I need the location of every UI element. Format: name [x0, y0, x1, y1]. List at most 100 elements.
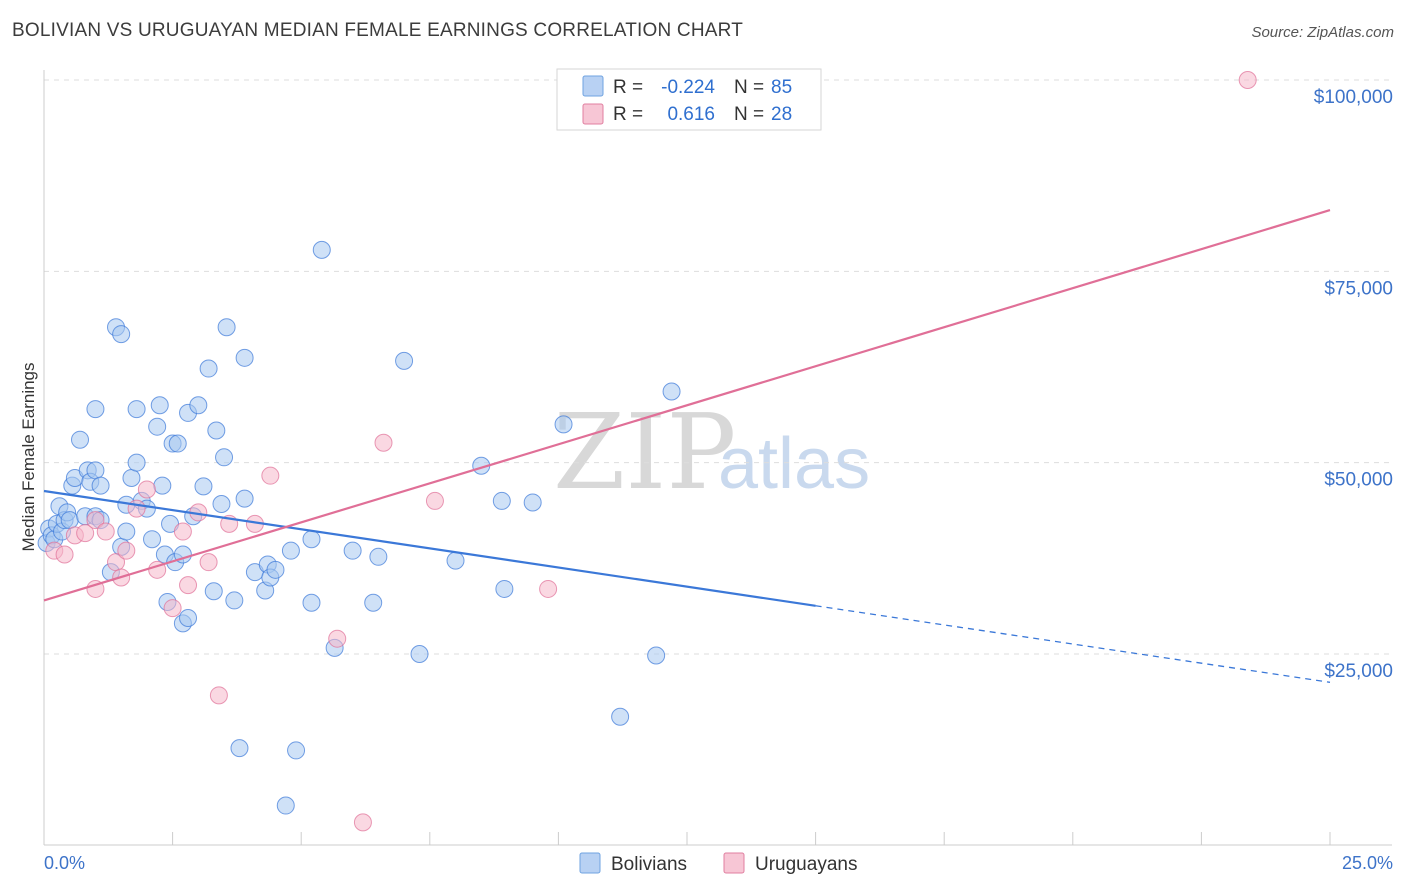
uruguayan-point	[55, 545, 74, 564]
series-legend-label-uruguayans: Uruguayans	[755, 854, 857, 875]
uruguayan-point	[76, 524, 95, 543]
bolivian-point	[266, 560, 285, 579]
bolivian-point	[60, 511, 79, 530]
series-legend-label-bolivians: Bolivians	[611, 854, 687, 875]
uruguayan-point	[86, 511, 105, 530]
legend-n-value-bolivians: 85	[771, 77, 792, 98]
watermark-atlas: atlas	[718, 424, 870, 504]
uruguayans-points	[45, 71, 1257, 832]
bolivian-point	[71, 430, 90, 449]
bolivian-point	[212, 494, 231, 513]
legend-swatch-bolivians	[582, 75, 604, 97]
uruguayan-point	[163, 599, 182, 618]
bolivian-point	[302, 593, 321, 612]
bolivian-point	[281, 541, 300, 560]
bolivian-point	[199, 359, 218, 378]
legend-r-label-bolivians: R =	[613, 77, 643, 98]
bolivian-point	[194, 477, 213, 496]
bolivian-point	[230, 739, 249, 758]
bolivian-point	[117, 522, 136, 541]
bolivian-point	[168, 434, 187, 453]
bolivian-point	[662, 382, 681, 401]
bolivian-point	[225, 591, 244, 610]
axes	[43, 70, 1392, 846]
bolivian-point	[492, 491, 511, 510]
bolivian-point	[364, 593, 383, 612]
bolivian-point	[204, 582, 223, 601]
bolivians-points	[37, 240, 681, 815]
bolivian-point	[86, 461, 105, 480]
bolivian-point	[189, 396, 208, 415]
bolivian-point	[611, 707, 630, 726]
x-ticks	[172, 832, 1331, 845]
legend-r-value-uruguayans: 0.616	[667, 104, 715, 125]
uruguayan-point	[425, 491, 444, 510]
uruguayan-point	[173, 522, 192, 541]
bolivian-point	[148, 417, 167, 436]
bolivian-point	[122, 468, 141, 487]
chart-title: BOLIVIAN VS URUGUAYAN MEDIAN FEMALE EARN…	[12, 20, 744, 41]
bolivian-point	[235, 489, 254, 508]
source-label: Source: ZipAtlas.com	[1251, 24, 1394, 41]
y-axis-title: Median Female Earnings	[19, 363, 38, 552]
bolivian-point	[179, 609, 198, 628]
y-tick-label: $50,000	[1324, 470, 1393, 491]
bolivian-point	[523, 493, 542, 512]
bolivian-point	[312, 240, 331, 259]
bolivian-point	[127, 453, 146, 472]
uruguayan-point	[86, 579, 105, 598]
bolivian-point	[554, 415, 573, 434]
series-legend-swatch-bolivians	[579, 852, 601, 874]
trend-lines	[43, 209, 1331, 683]
bolivian-point	[127, 400, 146, 419]
series-legend: Bolivians Uruguayans	[579, 852, 857, 875]
trend-line-uruguayans	[43, 209, 1331, 602]
uruguayan-point	[328, 629, 347, 648]
y-tick-labels: $25,000 $50,000 $75,000 $100,000	[1314, 87, 1393, 682]
bolivian-point	[369, 547, 388, 566]
grid	[44, 79, 1392, 655]
uruguayan-point	[179, 576, 198, 595]
trend-line-extension-bolivians	[815, 605, 1331, 683]
uruguayan-point	[1238, 71, 1257, 89]
bolivian-point	[287, 741, 306, 760]
bolivian-point	[276, 796, 295, 815]
bolivian-point	[235, 348, 254, 367]
bolivian-point	[91, 476, 110, 495]
uruguayan-point	[137, 480, 156, 499]
legend-r-label-uruguayans: R =	[613, 104, 643, 125]
uruguayan-point	[199, 553, 218, 572]
bolivian-point	[207, 421, 226, 440]
bolivian-point	[446, 551, 465, 570]
bolivian-point	[150, 396, 169, 415]
uruguayan-point	[353, 813, 372, 832]
bolivian-point	[343, 541, 362, 560]
correlation-legend: R = -0.224 N = 85 R = 0.616 N = 28	[556, 68, 822, 131]
bolivian-point	[86, 400, 105, 419]
bolivian-point	[143, 530, 162, 549]
legend-swatch-uruguayans	[582, 103, 604, 125]
uruguayan-point	[209, 686, 228, 705]
bolivian-point	[647, 646, 666, 665]
watermark-zip: ZIP	[553, 391, 736, 513]
bolivian-point	[217, 318, 236, 337]
uruguayan-point	[127, 499, 146, 518]
bolivian-point	[410, 645, 429, 663]
uruguayan-point	[539, 579, 558, 598]
legend-r-value-bolivians: -0.224	[661, 77, 715, 98]
y-tick-label: $25,000	[1324, 661, 1393, 682]
x-tick-label-min: 0.0%	[44, 853, 85, 873]
legend-n-value-uruguayans: 28	[771, 104, 792, 125]
uruguayan-point	[96, 522, 115, 541]
bolivian-point	[302, 530, 321, 549]
bolivian-point	[395, 351, 414, 370]
uruguayan-point	[117, 541, 136, 560]
legend-n-label-bolivians: N =	[734, 77, 764, 98]
y-tick-label: $75,000	[1324, 278, 1393, 299]
y-tick-label: $100,000	[1314, 87, 1393, 108]
bolivian-point	[153, 476, 172, 495]
bolivian-point	[215, 448, 234, 467]
legend-n-label-uruguayans: N =	[734, 104, 764, 125]
bolivian-point	[495, 579, 514, 598]
